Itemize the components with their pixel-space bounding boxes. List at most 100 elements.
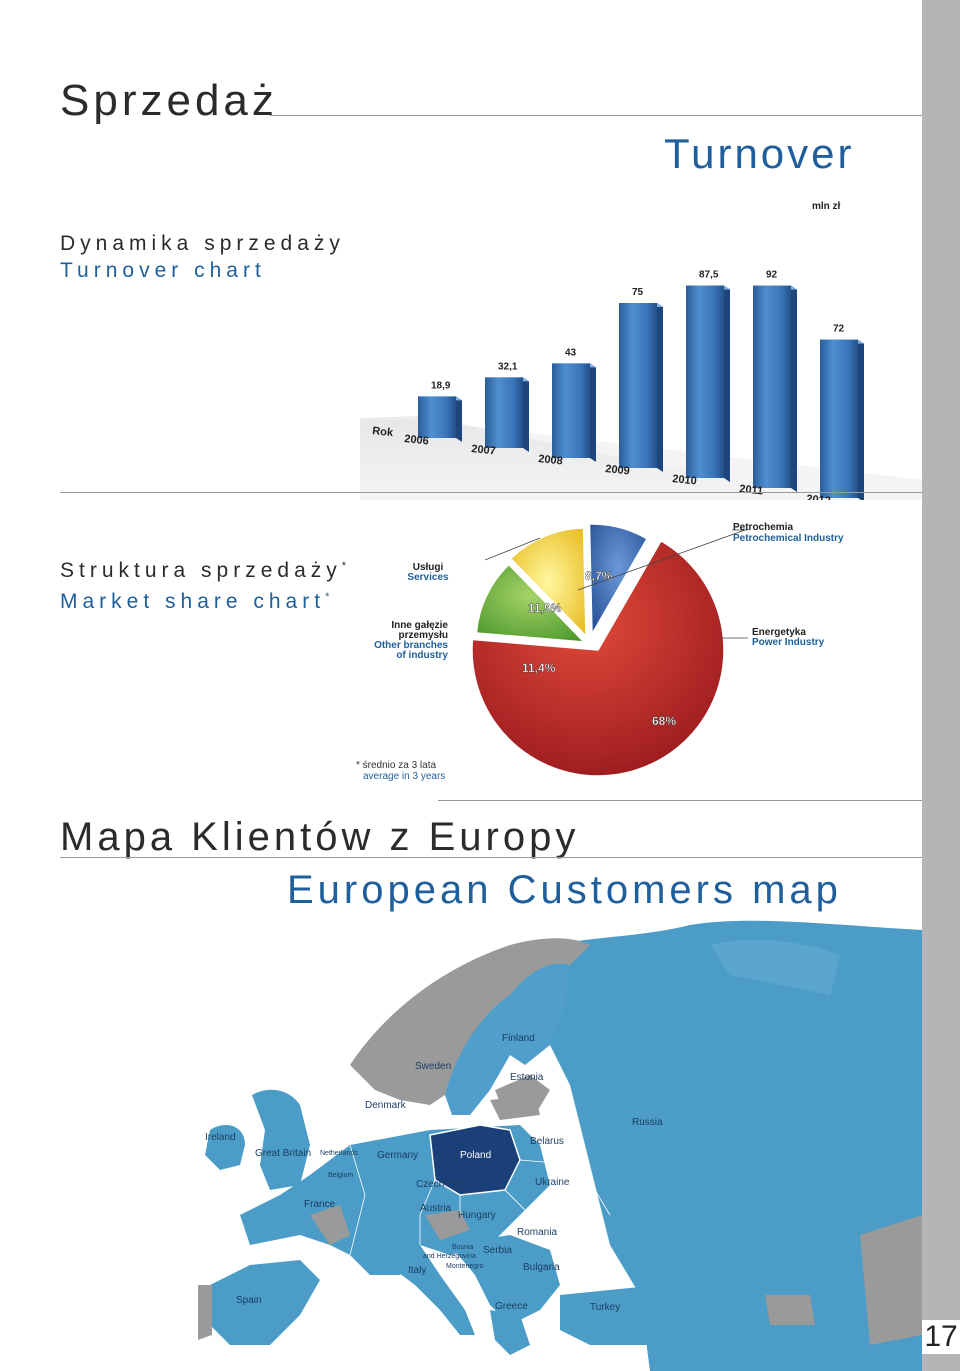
bar-side	[791, 285, 797, 492]
region-great-britain	[252, 1089, 310, 1190]
country-label: Romania	[517, 1227, 557, 1238]
region-spain	[210, 1260, 320, 1345]
turnover-bar-chart: 18,9 2006 32,1 2007 43 2008 75 2009 87,5 2010 92 20…	[360, 201, 922, 500]
market-label-en: Market share chart*	[60, 590, 334, 614]
other-label-en-1: Other branches	[374, 640, 448, 651]
country-label: Turkey	[590, 1302, 620, 1313]
country-label: Belgium	[328, 1172, 353, 1179]
pie-slice	[509, 527, 587, 638]
country-label: Belarus	[530, 1136, 564, 1147]
title-divider	[270, 115, 922, 116]
petro-label-pl: Petrochemia	[733, 522, 794, 533]
country-label: Estonia	[510, 1072, 544, 1083]
section-divider-1	[60, 492, 922, 493]
country-label: Denmark	[365, 1100, 407, 1111]
pie-value-label: 8,7%	[585, 569, 613, 583]
country-label: Bulgaria	[523, 1262, 560, 1273]
country-label: Spain	[236, 1295, 262, 1306]
x-tick-label: 2008	[538, 453, 564, 467]
x-axis-label: Rok	[372, 425, 395, 439]
footnote-pl: * średnio za 3 lata	[356, 760, 437, 771]
country-label: Montenegro	[446, 1263, 483, 1270]
x-tick-label: 2009	[605, 463, 631, 477]
page-subtitle: Turnover	[664, 130, 855, 177]
map-title-en: European Customers map	[287, 868, 842, 912]
pie-value-label: 11,9%	[528, 601, 562, 615]
pie-slice	[471, 539, 725, 777]
country-label: Serbia	[483, 1245, 512, 1256]
country-label: Sweden	[415, 1061, 451, 1072]
page-number: 17	[922, 1320, 960, 1354]
x-tick-label: 2006	[404, 433, 430, 447]
country-label: Bosnia	[452, 1244, 474, 1251]
region-italy	[390, 1245, 475, 1335]
region-greece	[490, 1310, 530, 1355]
asterisk: *	[341, 560, 352, 572]
bar-2007	[485, 377, 523, 448]
bar-value-label: 72	[833, 324, 845, 335]
x-tick-label: 2010	[672, 473, 698, 487]
turnover-label-en: Turnover chart	[60, 259, 266, 282]
country-label: Great Britain	[255, 1148, 311, 1159]
country-label: Czech Rep.	[416, 1179, 468, 1190]
country-label: Germany	[377, 1150, 418, 1161]
bar-value-label: 75	[632, 287, 644, 298]
country-label: Greece	[495, 1301, 528, 1312]
pie-value-label: 68%	[652, 714, 676, 728]
asterisk: *	[325, 591, 335, 603]
country-label: Italy	[408, 1265, 426, 1276]
other-label-en-2: of industry	[396, 650, 448, 661]
bar-2012	[820, 339, 858, 498]
pie-slice	[475, 563, 586, 643]
country-label: France	[304, 1199, 336, 1210]
bar-side	[456, 396, 462, 442]
country-label: Russia	[632, 1117, 663, 1128]
country-label: and Herzegovina	[423, 1253, 476, 1260]
footnote-en: average in 3 years	[363, 771, 446, 782]
unit-label: mln zł	[812, 201, 841, 212]
bar-value-label: 87,5	[699, 270, 719, 281]
bar-side	[724, 285, 730, 482]
bar-side	[858, 339, 864, 500]
bar-2009	[619, 303, 657, 468]
energy-label-en: Power Industry	[752, 637, 825, 648]
side-band	[922, 0, 960, 1371]
other-label-pl-2: przemysłu	[398, 630, 448, 641]
services-label-pl: Usługi	[412, 562, 444, 573]
region-ireland	[205, 1125, 245, 1170]
region-russia	[520, 920, 922, 1371]
page-title: Sprzedaż	[60, 76, 278, 125]
country-label: Austria	[420, 1203, 452, 1214]
region-finland	[510, 963, 570, 1065]
market-label-pl-text: Struktura sprzedaży	[60, 559, 342, 582]
bar-2006	[418, 396, 456, 438]
bar-value-label: 32,1	[498, 361, 518, 372]
bar-side	[523, 377, 529, 452]
bar-side	[590, 363, 596, 462]
energy-label-pl: Energetyka	[752, 627, 806, 638]
bar-2010	[686, 285, 724, 478]
market-share-pie: 68% 11,4% 11,9% 8,7%	[471, 523, 748, 777]
country-label: Finland	[502, 1033, 535, 1044]
section-divider-2	[438, 800, 922, 801]
pie-slice	[588, 523, 649, 637]
bar-2011	[753, 285, 791, 488]
country-label: Netherlands	[320, 1150, 358, 1157]
region-turkey	[560, 1285, 720, 1345]
country-label: Ireland	[205, 1132, 236, 1143]
turnover-label-pl: Dynamika sprzedaży	[60, 232, 345, 255]
pie-value-label: 11,4%	[522, 661, 556, 675]
map-divider	[60, 857, 922, 858]
market-label-en-text: Market share chart	[60, 590, 326, 613]
bar-2008	[552, 363, 590, 458]
x-tick-label: 2011	[739, 483, 764, 497]
bar-value-label: 43	[565, 347, 577, 358]
country-label: Hungary	[458, 1210, 496, 1221]
market-label-pl: Struktura sprzedaży*	[60, 559, 351, 583]
europe-map: Finland Sweden Estonia Denmark Russia Ireland…	[190, 915, 922, 1371]
country-label: Poland	[460, 1150, 491, 1161]
region-poland	[429, 1124, 521, 1196]
country-label: Ukraine	[535, 1177, 570, 1188]
x-tick-label: 2012	[806, 493, 832, 500]
bar-value-label: 92	[766, 270, 778, 281]
